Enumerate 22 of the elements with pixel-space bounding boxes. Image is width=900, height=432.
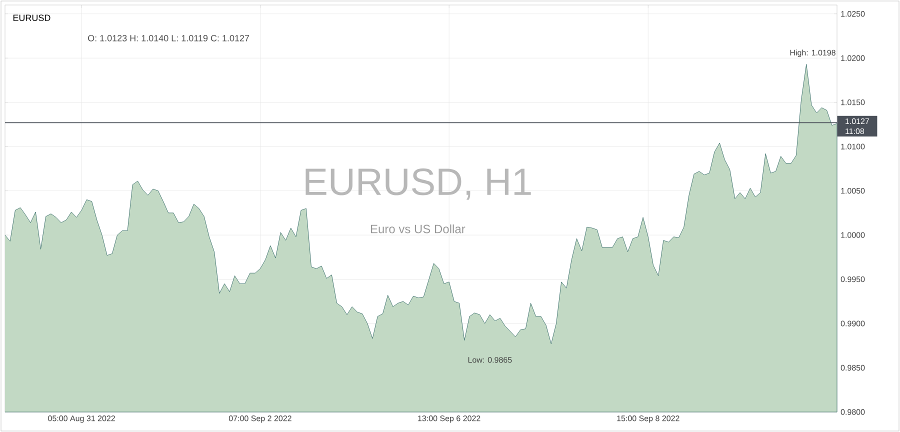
y-tick-label: 1.0200 bbox=[841, 55, 865, 61]
annotation: High: 1.0198 bbox=[790, 50, 836, 58]
x-tick-label: 13:00 Sep 6 2022 bbox=[418, 416, 480, 423]
x-tick-label: 15:00 Sep 8 2022 bbox=[617, 416, 680, 423]
ref-line-label: 1.0127 bbox=[846, 118, 870, 124]
annotation: Low: 0.9865 bbox=[468, 357, 512, 363]
text: O: 1.0123 H: 1.0140 L: 1.0119 C: 1.0127 bbox=[88, 34, 250, 42]
annotation: EURUSD, H1 bbox=[306, 168, 531, 200]
y-tick-label: 1.0150 bbox=[841, 99, 865, 106]
text: EURUSD bbox=[13, 14, 50, 22]
y-tick-label: 0.9900 bbox=[840, 320, 865, 326]
x-tick-label: 05:00 Aug 31 2022 bbox=[48, 416, 115, 423]
text: 11:08 bbox=[846, 128, 864, 134]
y-tick-label: 0.9950 bbox=[840, 276, 865, 282]
x-tick-label: 07:00 Sep 2 2022 bbox=[228, 416, 292, 423]
y-tick-label: 1.0250 bbox=[841, 11, 865, 17]
annotation: Euro vs US Dollar bbox=[370, 224, 466, 234]
y-tick-label: 0.9800 bbox=[840, 409, 865, 415]
y-tick-label: 1.0050 bbox=[841, 188, 865, 194]
y-tick-label: 1.0000 bbox=[841, 232, 865, 238]
y-tick-label: 1.0100 bbox=[841, 144, 865, 150]
y-tick-label: 0.9850 bbox=[840, 364, 865, 371]
